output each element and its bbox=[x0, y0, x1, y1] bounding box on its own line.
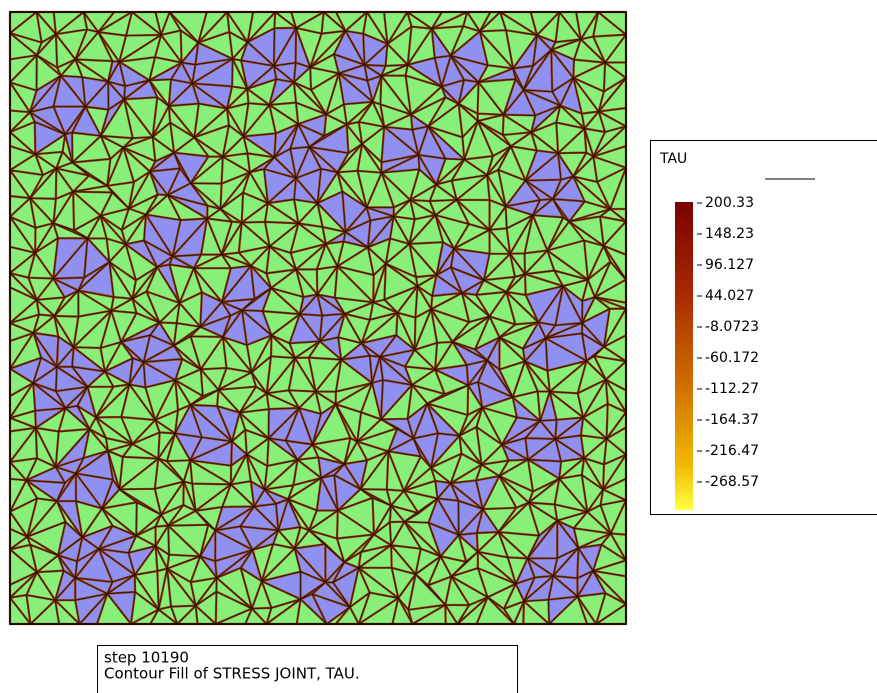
legend: TAU 200.33 148.23 96.127 44.027 -8.0723 -60.1… bbox=[650, 140, 877, 515]
legend-label: -164.37 bbox=[705, 412, 759, 428]
legend-label: -112.27 bbox=[705, 381, 759, 397]
legend-labels: 200.33 148.23 96.127 44.027 -8.0723 -60.172 -1… bbox=[697, 195, 759, 490]
caption-line: Contour Fill of STRESS JOINT, TAU. bbox=[104, 665, 360, 683]
legend-title: TAU bbox=[659, 151, 687, 167]
caption-box bbox=[97, 645, 518, 693]
legend-label: 96.127 bbox=[705, 257, 754, 273]
caption-line: step 10190 bbox=[104, 649, 189, 667]
legend-label: -60.172 bbox=[705, 350, 759, 366]
color-bar bbox=[675, 202, 693, 510]
mesh-border bbox=[9, 11, 627, 625]
mesh-edges bbox=[9, 11, 627, 626]
legend-label: -8.0723 bbox=[705, 319, 759, 335]
legend-label: 44.027 bbox=[705, 288, 754, 304]
caption: step 10190 Contour Fill of STRESS JOINT,… bbox=[97, 645, 518, 693]
legend-label: -268.57 bbox=[705, 474, 759, 490]
legend-label: -216.47 bbox=[705, 443, 759, 459]
legend-label: 148.23 bbox=[705, 226, 754, 242]
mesh bbox=[8, 10, 628, 626]
legend-label: 200.33 bbox=[705, 195, 754, 211]
